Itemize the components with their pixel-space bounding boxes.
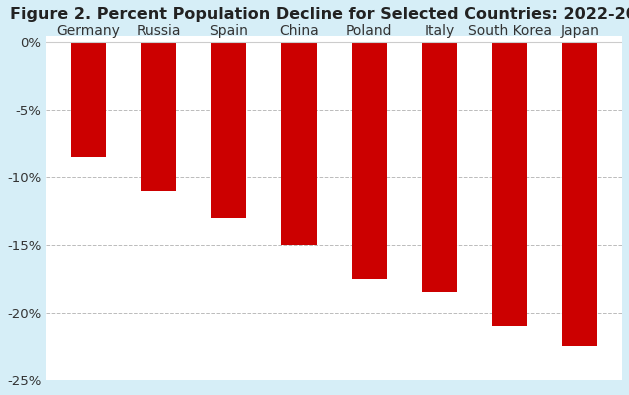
Text: Spain: Spain [209,24,248,38]
Bar [562,42,598,346]
Bar [492,42,527,326]
Text: Germany: Germany [57,24,120,38]
Title: Figure 2. Percent Population Decline for Selected Countries: 2022-2060: Figure 2. Percent Population Decline for… [9,7,629,22]
Bar [70,42,106,157]
Bar [422,42,457,292]
Text: China: China [279,24,319,38]
Text: Russia: Russia [136,24,181,38]
Text: South Korea: South Korea [468,24,552,38]
Text: Italy: Italy [425,24,455,38]
Bar [352,42,387,279]
Bar [141,42,176,191]
Bar [211,42,247,218]
Text: Japan: Japan [560,24,599,38]
Bar [281,42,316,245]
Text: Poland: Poland [346,24,392,38]
